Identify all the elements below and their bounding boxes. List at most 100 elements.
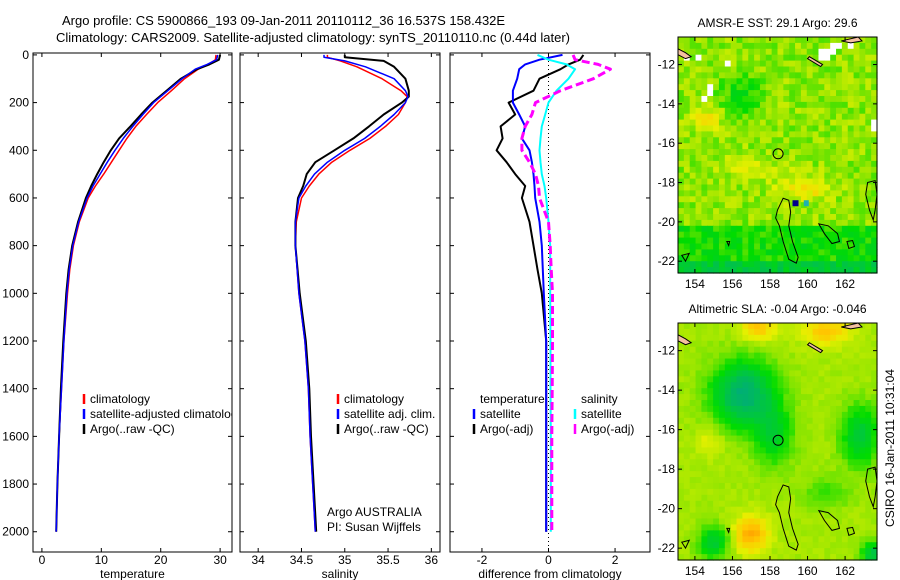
map-cell (871, 488, 878, 496)
map-cell (847, 90, 855, 97)
map-cell (836, 231, 843, 239)
map-cell (736, 237, 743, 245)
plot-area (55, 54, 222, 532)
map-cell (742, 417, 749, 425)
map-cell (871, 78, 878, 85)
map-cell (730, 255, 738, 262)
map-cell (707, 66, 714, 73)
map-cell (683, 536, 691, 543)
map-cell (789, 423, 796, 431)
map-cell (713, 125, 720, 132)
map-cell (789, 482, 796, 490)
map-cell (748, 423, 755, 431)
map-cell (824, 178, 831, 186)
map-cell (830, 172, 837, 180)
map-cell (789, 405, 796, 413)
map-cell (707, 243, 714, 250)
map-cell (812, 231, 820, 239)
map-cell (783, 512, 790, 520)
map-cell (678, 340, 685, 348)
map-cell (724, 42, 732, 50)
map-cell (859, 160, 866, 168)
map-cell (806, 554, 814, 561)
reef-outline (775, 484, 799, 551)
map-cell (683, 405, 691, 413)
map-cell (695, 388, 703, 395)
map-cell (824, 231, 831, 239)
map-cell (853, 214, 861, 221)
map-cell (736, 54, 743, 62)
map-cell (742, 72, 749, 79)
map-cell (771, 125, 779, 132)
map-cell (742, 125, 749, 132)
map-cell (759, 237, 767, 245)
map-cell (724, 214, 732, 221)
map-cell (695, 172, 703, 180)
map-cell (683, 334, 691, 342)
map-cell (701, 178, 708, 186)
map-cell (859, 447, 866, 454)
map-cell (683, 214, 691, 221)
map-cell (759, 214, 767, 221)
map-cell (718, 84, 726, 91)
map-cell (830, 255, 837, 262)
map-cell (847, 107, 855, 115)
map-cell (754, 96, 761, 103)
map-cell (736, 411, 743, 419)
map-cell (777, 477, 784, 484)
map-cell (795, 477, 802, 484)
map-cell (748, 417, 755, 425)
map-cell (865, 60, 872, 68)
map-cell (748, 72, 755, 79)
x-tick-label: 10 (95, 553, 109, 567)
map-cell (759, 119, 767, 127)
map-cell (736, 554, 743, 561)
map-cell (718, 219, 726, 227)
map-cell (812, 42, 820, 50)
map-cell (800, 370, 808, 377)
map-cell (812, 417, 820, 425)
map-cell (730, 536, 738, 543)
map-cell (754, 125, 761, 132)
map-cell (683, 107, 691, 115)
map-cell (689, 48, 697, 56)
map-cell (859, 249, 866, 256)
map-cell (836, 60, 843, 68)
map-cell (777, 429, 784, 437)
map-cell (789, 488, 796, 496)
map-cell (707, 125, 714, 132)
map-cell (759, 400, 767, 407)
legend-label: climatology (90, 392, 150, 406)
map-cell (759, 340, 767, 348)
map-cell (765, 364, 773, 371)
map-cell (789, 96, 796, 103)
map-cell (871, 255, 878, 262)
map-cell (824, 131, 831, 138)
map-cell (748, 405, 755, 413)
map-cell (806, 441, 814, 449)
map-cell (683, 225, 691, 233)
map-cell (771, 178, 779, 186)
map-cell (789, 48, 796, 56)
map-cell (853, 542, 861, 549)
map-cell (730, 231, 738, 239)
map-cell (806, 219, 814, 227)
map-cell (830, 137, 837, 144)
map-cell (818, 190, 825, 197)
map-cell (847, 231, 855, 239)
map-cell (730, 382, 738, 389)
map-cell (771, 101, 779, 109)
map-cell (742, 530, 749, 537)
map-cell (713, 417, 720, 425)
map-cell (742, 524, 749, 531)
land-polygon (841, 37, 863, 44)
map-cell (865, 72, 872, 79)
map-cell (795, 447, 802, 454)
map-cell (724, 358, 732, 366)
map-cell (853, 113, 861, 121)
map-cell (836, 107, 843, 115)
map-cell (818, 172, 825, 180)
map-cell (806, 435, 814, 443)
map-cell (783, 435, 790, 443)
map-cell (865, 459, 872, 466)
